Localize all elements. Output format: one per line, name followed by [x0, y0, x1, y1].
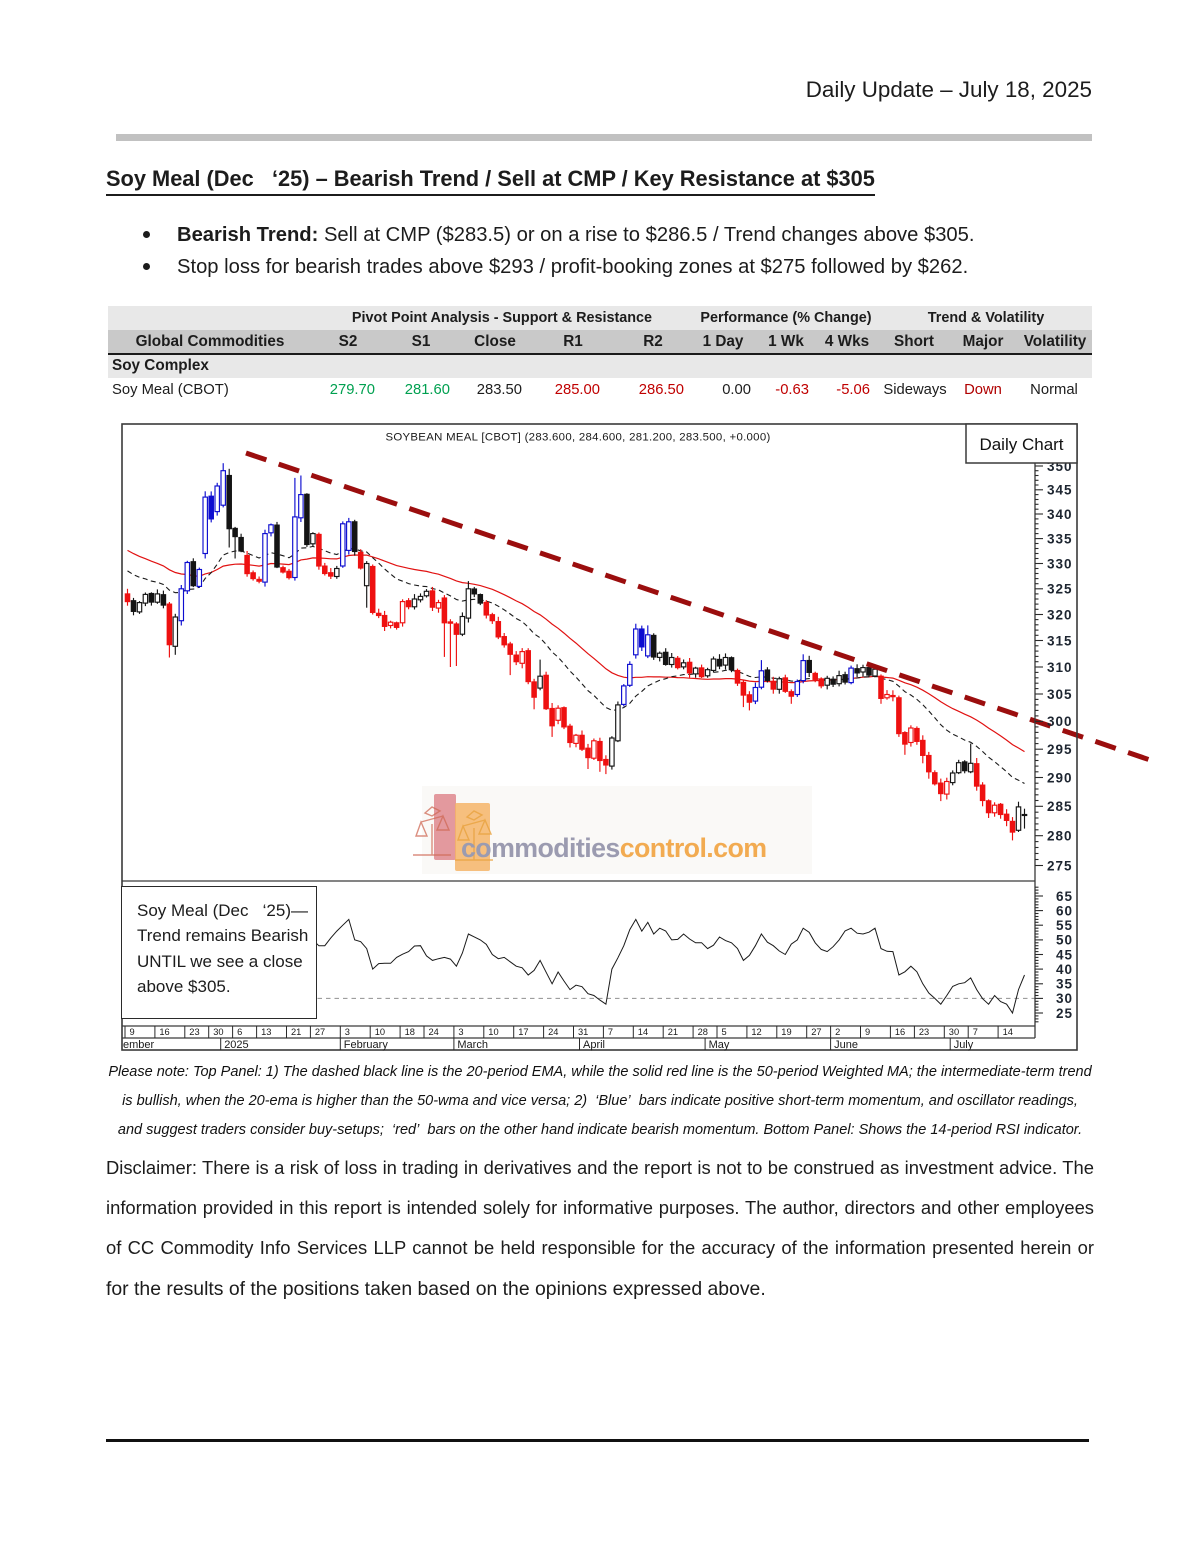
svg-text:7: 7: [973, 1027, 978, 1037]
svg-text:12: 12: [751, 1027, 761, 1037]
svg-text:65: 65: [1056, 889, 1073, 904]
svg-text:50: 50: [1056, 933, 1073, 948]
svg-text:February: February: [344, 1039, 389, 1051]
svg-text:290: 290: [1047, 770, 1073, 785]
svg-text:21: 21: [291, 1027, 301, 1037]
svg-text:6: 6: [237, 1027, 242, 1037]
svg-text:325: 325: [1047, 582, 1073, 597]
svg-text:17: 17: [518, 1027, 528, 1037]
svg-text:24: 24: [548, 1027, 558, 1037]
svg-text:14: 14: [638, 1027, 648, 1037]
svg-text:275: 275: [1047, 858, 1073, 873]
svg-text:345: 345: [1047, 483, 1073, 498]
svg-text:24: 24: [429, 1027, 439, 1037]
svg-text:10: 10: [375, 1027, 385, 1037]
svg-text:330: 330: [1047, 556, 1073, 571]
svg-text:3: 3: [458, 1027, 463, 1037]
svg-text:5: 5: [722, 1027, 727, 1037]
svg-text:June: June: [834, 1039, 858, 1051]
svg-text:310: 310: [1047, 660, 1073, 675]
svg-text:2: 2: [835, 1027, 840, 1037]
svg-text:13: 13: [261, 1027, 271, 1037]
svg-text:300: 300: [1047, 714, 1073, 729]
svg-text:Daily Chart: Daily Chart: [979, 435, 1063, 454]
svg-text:28: 28: [698, 1027, 708, 1037]
svg-text:340: 340: [1047, 507, 1073, 522]
svg-text:9: 9: [130, 1027, 135, 1037]
svg-text:25: 25: [1056, 1006, 1073, 1021]
svg-text:27: 27: [811, 1027, 821, 1037]
svg-text:35: 35: [1056, 977, 1073, 992]
svg-text:16: 16: [159, 1027, 169, 1037]
svg-text:30: 30: [1056, 991, 1073, 1006]
svg-text:45: 45: [1056, 947, 1073, 962]
svg-text:30: 30: [213, 1027, 223, 1037]
svg-text:21: 21: [668, 1027, 678, 1037]
svg-text:16: 16: [895, 1027, 905, 1037]
svg-text:14: 14: [1003, 1027, 1013, 1037]
svg-text:285: 285: [1047, 799, 1073, 814]
svg-text:27: 27: [315, 1027, 325, 1037]
svg-text:10: 10: [488, 1027, 498, 1037]
svg-text:335: 335: [1047, 531, 1073, 546]
svg-text:2025: 2025: [224, 1039, 248, 1051]
svg-text:305: 305: [1047, 687, 1073, 702]
svg-text:60: 60: [1056, 903, 1073, 918]
svg-text:March: March: [457, 1039, 488, 1051]
svg-text:18: 18: [405, 1027, 415, 1037]
svg-text:315: 315: [1047, 633, 1073, 648]
svg-text:30: 30: [949, 1027, 959, 1037]
svg-text:23: 23: [919, 1027, 929, 1037]
svg-text:19: 19: [781, 1027, 791, 1037]
svg-text:31: 31: [578, 1027, 588, 1037]
svg-text:ember: ember: [123, 1039, 155, 1051]
svg-text:SOYBEAN MEAL [CBOT] (283.600,: SOYBEAN MEAL [CBOT] (283.600, 284.600, 2…: [385, 432, 770, 444]
svg-text:April: April: [583, 1039, 605, 1051]
svg-text:295: 295: [1047, 742, 1073, 757]
svg-text:280: 280: [1047, 829, 1073, 844]
svg-text:May: May: [709, 1039, 730, 1051]
svg-text:320: 320: [1047, 607, 1073, 622]
svg-text:commoditiescontrol.com: commoditiescontrol.com: [461, 833, 766, 863]
svg-text:July: July: [954, 1039, 974, 1051]
svg-text:3: 3: [345, 1027, 350, 1037]
svg-text:9: 9: [865, 1027, 870, 1037]
svg-text:40: 40: [1056, 962, 1073, 977]
svg-text:55: 55: [1056, 918, 1073, 933]
svg-text:23: 23: [189, 1027, 199, 1037]
svg-text:7: 7: [608, 1027, 613, 1037]
